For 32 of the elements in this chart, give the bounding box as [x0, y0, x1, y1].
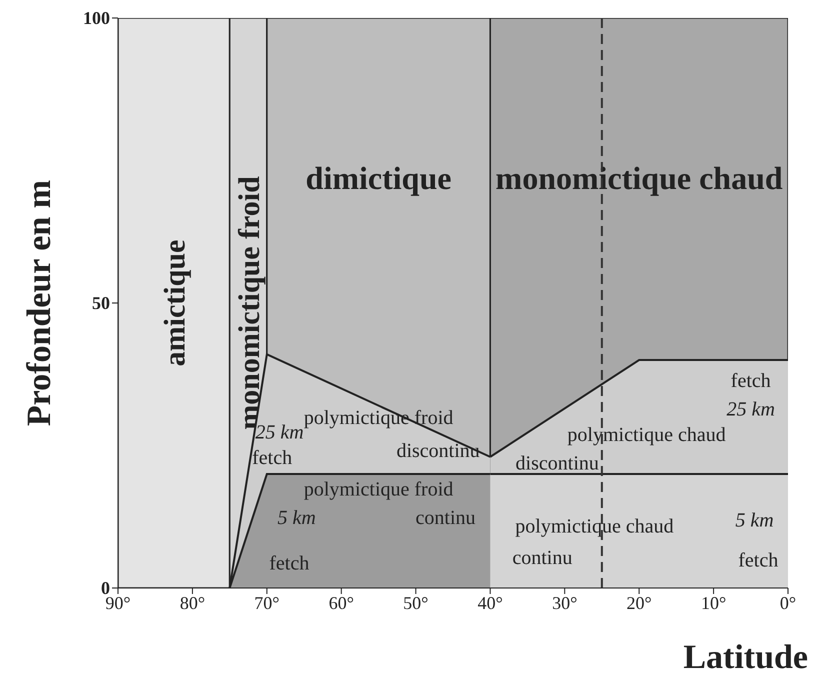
- x-tick-label: 70°: [254, 592, 280, 613]
- x-tick-label: 50°: [403, 592, 428, 613]
- annotation: fetch: [269, 552, 310, 574]
- annotation: fetch: [738, 550, 778, 572]
- annotation: polymictique chaud: [515, 515, 674, 538]
- band-label: monomictique chaud: [496, 160, 783, 196]
- annotation: continu: [416, 506, 476, 529]
- annotation: polymictique froid: [304, 478, 454, 500]
- x-tick-label: 20°: [626, 592, 652, 613]
- annotation: discontinu: [396, 440, 480, 462]
- x-tick-label: 80°: [180, 592, 206, 613]
- x-tick-label: 0°: [780, 592, 796, 613]
- annotation: polymictique froid: [304, 407, 454, 430]
- y-tick-label: 0: [101, 578, 110, 598]
- annotation: fetch: [730, 370, 771, 392]
- annotation: discontinu: [516, 452, 599, 475]
- annotation: polymictique chaud: [567, 424, 726, 446]
- x-tick-label: 30°: [552, 592, 578, 613]
- y-axis-title: Profondeur en m: [21, 180, 58, 426]
- annotation: 25 km: [726, 398, 775, 421]
- annotation: 5 km: [278, 506, 316, 529]
- y-tick-label: 50: [92, 293, 110, 313]
- x-tick-label: 10°: [700, 592, 726, 613]
- band-label: dimictique: [306, 160, 452, 196]
- annotation: 5 km: [735, 510, 774, 532]
- x-tick-label: 40°: [478, 592, 503, 613]
- band-label: amictique: [158, 240, 192, 366]
- annotation: fetch: [252, 447, 292, 469]
- x-axis-title: Latitude: [683, 639, 808, 676]
- annotation: continu: [512, 546, 572, 569]
- x-tick-label: 60°: [328, 592, 354, 613]
- y-tick-label: 100: [83, 8, 110, 28]
